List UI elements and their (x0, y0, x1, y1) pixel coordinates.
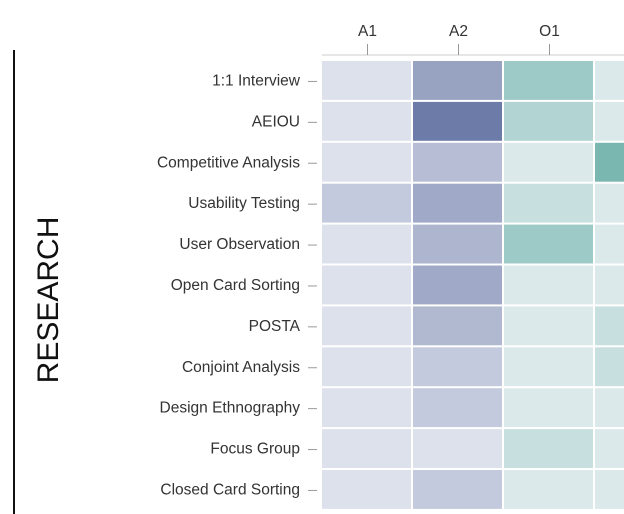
heat-cell (413, 388, 502, 428)
heat-cell (595, 183, 624, 223)
row-label: Closed Card Sorting (160, 482, 300, 499)
heat-cell (504, 470, 593, 509)
heat-cell (322, 265, 411, 305)
heat-cell (413, 224, 502, 264)
row-label: Open Card Sorting (171, 277, 300, 294)
heat-cell (413, 265, 502, 305)
column-label: A1 (358, 23, 377, 40)
heat-cell (504, 306, 593, 346)
heat-cell (413, 101, 502, 141)
heat-cell (413, 306, 502, 346)
heat-cell (504, 429, 593, 468)
heat-cell (413, 347, 502, 387)
heat-cell (504, 224, 593, 264)
heat-cell (413, 183, 502, 223)
heat-cell (595, 470, 624, 509)
heat-cell (322, 142, 411, 182)
row-label: Focus Group (210, 441, 300, 458)
heat-cell (322, 470, 411, 509)
heat-cell (322, 347, 411, 387)
heat-cell (595, 347, 624, 387)
heat-cell (322, 429, 411, 468)
heat-cell (413, 61, 502, 100)
column-label: A2 (449, 23, 468, 40)
heat-cell (595, 429, 624, 468)
heat-cell (595, 101, 624, 141)
heat-cell (595, 306, 624, 346)
column-label: O1 (539, 23, 560, 40)
heat-cell (595, 265, 624, 305)
heat-cell (595, 61, 624, 100)
heat-cell (504, 61, 593, 100)
heat-cell (504, 388, 593, 428)
heat-cell (504, 183, 593, 223)
row-label: 1:1 Interview (212, 73, 301, 90)
heat-cell (595, 142, 624, 182)
row-label: Conjoint Analysis (182, 359, 300, 376)
heat-cell (413, 142, 502, 182)
heat-cell (504, 101, 593, 141)
row-label: AEIOU (252, 113, 300, 130)
row-label: Competitive Analysis (157, 154, 300, 171)
row-label: POSTA (249, 318, 301, 335)
heat-cell (322, 224, 411, 264)
heat-cell (595, 224, 624, 264)
heat-cell (413, 429, 502, 468)
heat-cell (504, 347, 593, 387)
heat-cell (322, 306, 411, 346)
heat-cell (322, 388, 411, 428)
heat-cell (413, 470, 502, 509)
heat-cell (504, 142, 593, 182)
heat-cell (322, 101, 411, 141)
heat-cell (322, 61, 411, 100)
heat-cell (504, 265, 593, 305)
heat-cell (595, 388, 624, 428)
row-label: Usability Testing (188, 195, 300, 212)
row-label: Design Ethnography (160, 400, 301, 417)
group-label: RESEARCH (32, 217, 65, 384)
heat-cell (322, 183, 411, 223)
row-label: User Observation (179, 236, 300, 253)
